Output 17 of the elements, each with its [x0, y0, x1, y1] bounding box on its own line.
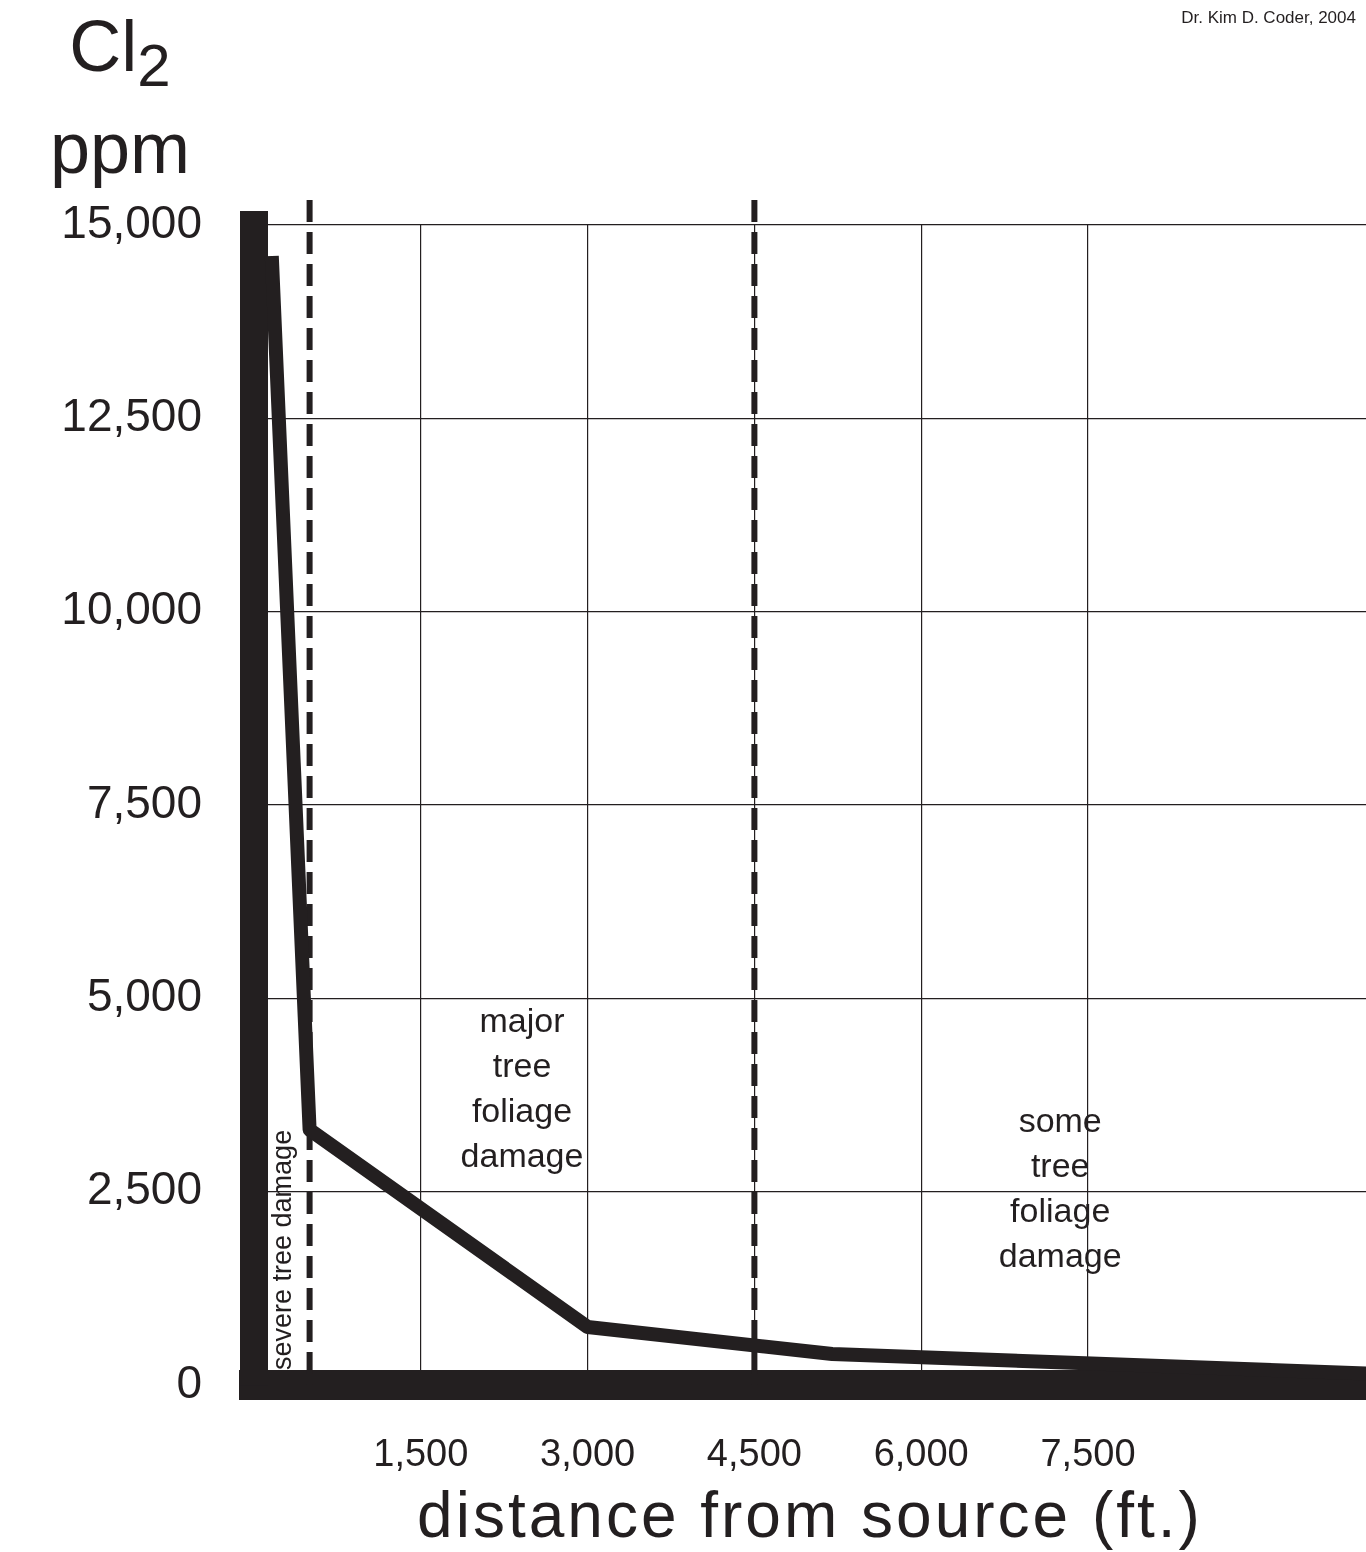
y-axis-title: Cl$_{2}$ ppm — [48, 5, 192, 190]
y-tick-label: 15,000 — [61, 195, 202, 248]
annotation: major tree foliage damage — [460, 1000, 584, 1174]
text: Dr. Kim D. Coder, 2004 — [1181, 8, 1356, 28]
x-tick-label: 4,500 — [706, 1432, 802, 1475]
x-tick-label: 6,000 — [873, 1432, 969, 1475]
y-tick-label: 10,000 — [61, 582, 202, 635]
x-axis-title: distance from source (ft.) — [416, 1478, 1204, 1552]
y-tick-label: 0 — [176, 1355, 202, 1408]
x-tick-label: 3,000 — [540, 1432, 636, 1475]
x-tick-label: 1,500 — [373, 1432, 469, 1475]
y-tick-label: 2,500 — [86, 1162, 202, 1215]
x-tick-label: 7,500 — [1040, 1432, 1136, 1475]
annotation: severe tree damage — [267, 1129, 298, 1370]
y-tick-label: 7,500 — [86, 775, 202, 828]
y-tick-label: 12,500 — [61, 389, 202, 442]
y-tick-label: 5,000 — [86, 969, 202, 1022]
